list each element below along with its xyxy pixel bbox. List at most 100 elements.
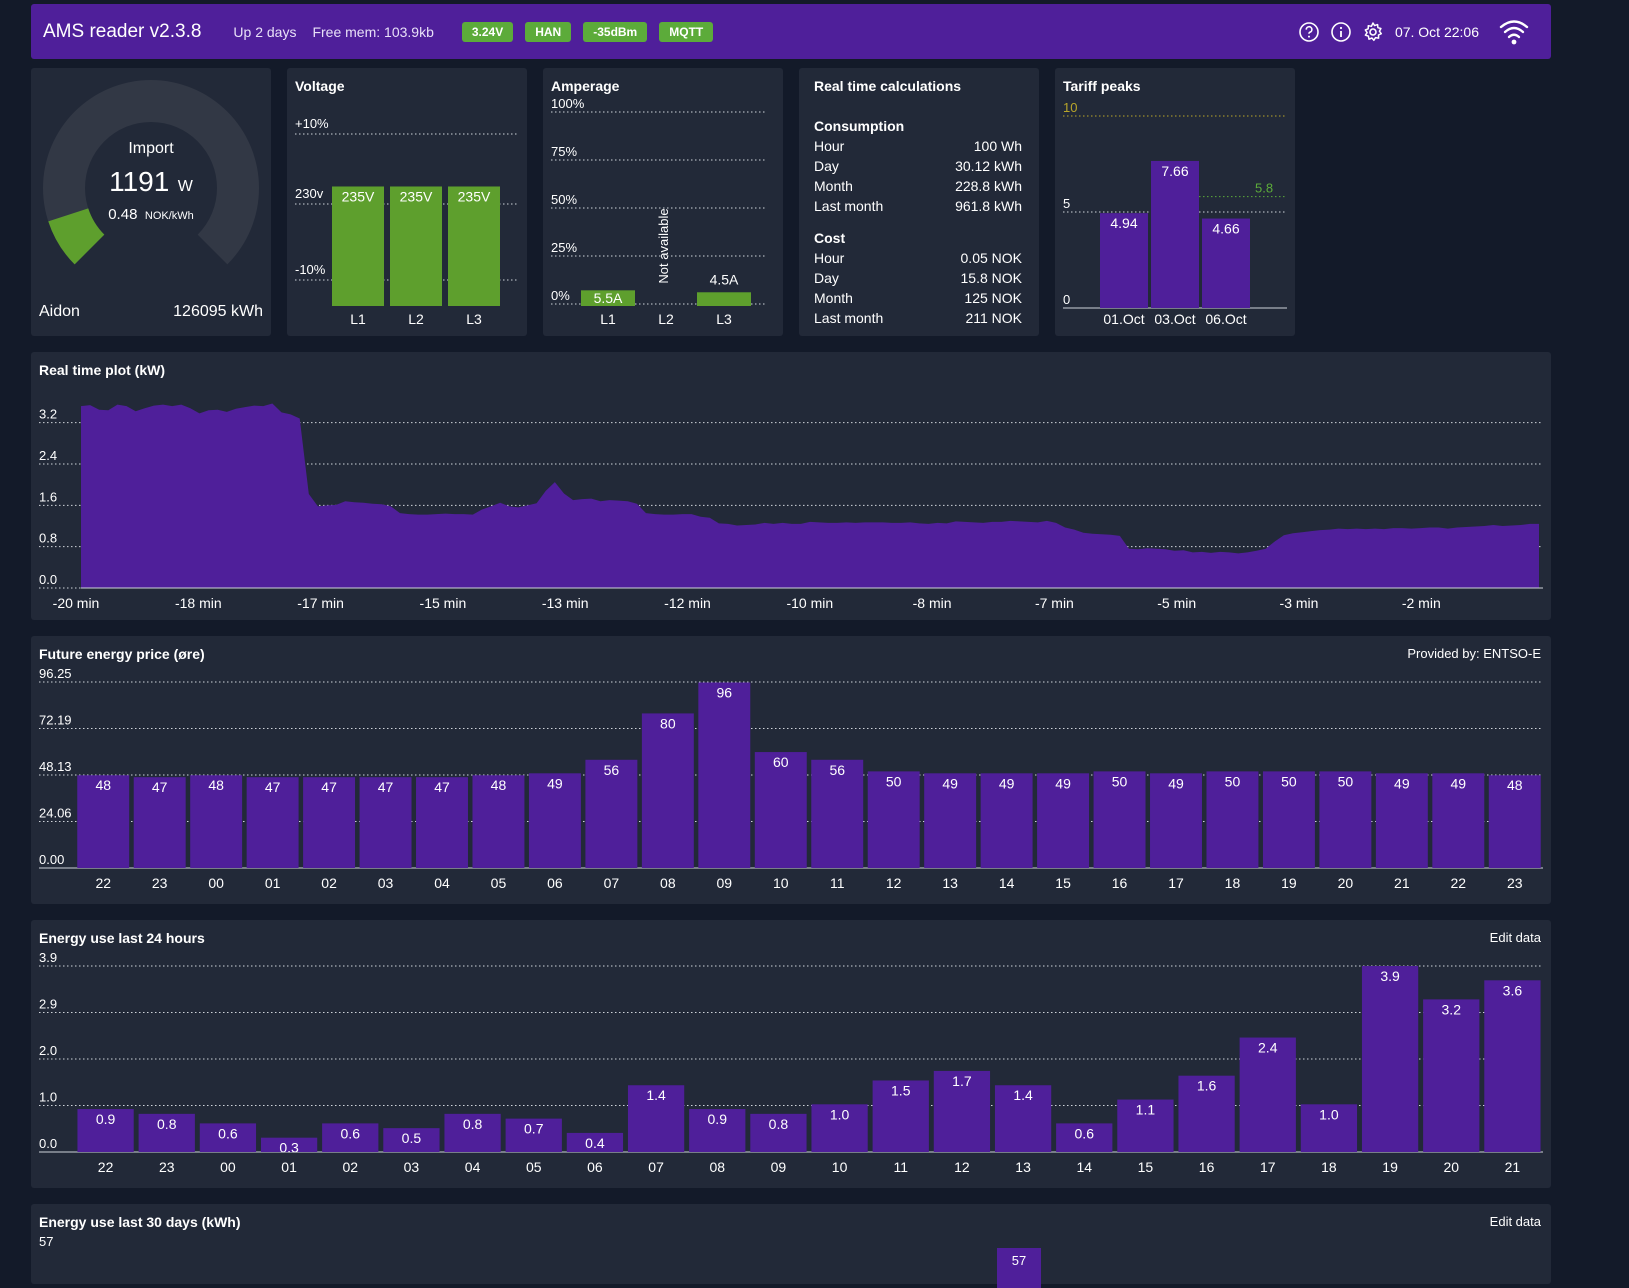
average-label: 5.8: [1255, 181, 1273, 196]
cost-last-month-row: Last month 211 NOK: [814, 310, 1022, 326]
meter-name: Aidon: [39, 303, 80, 320]
x-tick-label: 03.Oct: [1154, 311, 1195, 327]
bar: [1262, 771, 1315, 868]
row-label: Last month: [814, 310, 884, 326]
bar: [390, 186, 442, 306]
bar: [1178, 1075, 1235, 1152]
x-tick-label: 05: [491, 875, 507, 891]
bar: [754, 752, 807, 868]
x-tick-label: 06.Oct: [1205, 311, 1246, 327]
bar: [1093, 771, 1146, 868]
bar-value-label: 0.8: [463, 1116, 483, 1132]
tariff-chart: 10 5 5.8 0 4.94 01.Oct 7.66 03.Oct 4.66 06.Oct: [1063, 100, 1287, 327]
gauge-value: 1191: [109, 166, 170, 197]
bar-value-label: 5.5A: [594, 290, 623, 306]
threshold-label: 10: [1063, 100, 1077, 115]
bar: [77, 1109, 134, 1152]
x-tick-label: 12: [886, 875, 902, 891]
bar-value-label: 57: [1011, 1253, 1027, 1268]
x-tick-label: 17: [1168, 875, 1184, 891]
bar-value-label: 49: [547, 775, 563, 791]
bar-value-label: 50: [1225, 773, 1241, 789]
bar: [585, 759, 638, 868]
x-tick-label: 19: [1382, 1159, 1398, 1175]
row-label: Last month: [814, 198, 884, 214]
edit-data-link[interactable]: Edit data: [1489, 930, 1541, 945]
gear-icon[interactable]: [1361, 20, 1385, 44]
bar-value-label: 0.9: [708, 1111, 728, 1127]
x-tick-label: 16: [1112, 875, 1128, 891]
rssi-badge: -35dBm: [583, 21, 648, 42]
bar-value-label: 3.9: [1380, 968, 1400, 984]
bar: [444, 1113, 501, 1152]
x-tick-label: L1: [350, 311, 366, 327]
bar: [1319, 771, 1372, 868]
gauge-fill: [48, 208, 105, 265]
bar-value-label: 1.5: [891, 1082, 911, 1098]
bar-value-label: 0.3: [279, 1140, 299, 1156]
bar: [472, 775, 525, 868]
x-tick-label: 06: [547, 875, 563, 891]
x-tick-label: -8 min: [913, 595, 952, 611]
bar: [1300, 1104, 1358, 1152]
bar-value-label: 50: [1281, 773, 1297, 789]
info-icon[interactable]: [1329, 20, 1353, 44]
energy-24h-card: Energy use last 24 hours Edit data 3.9 2.…: [31, 920, 1551, 1188]
bar-value-label: 47: [434, 779, 450, 795]
area-series: [81, 403, 1539, 588]
x-tick-label: 22: [1451, 875, 1467, 891]
help-icon[interactable]: [1297, 20, 1321, 44]
x-tick-label: 02: [342, 1159, 358, 1175]
edit-data-link-30d[interactable]: Edit data: [1489, 1214, 1541, 1229]
y-tick-label: 75%: [551, 144, 577, 159]
y-tick-label: 0.0: [39, 1136, 57, 1151]
bar-value-label: 48: [208, 777, 224, 793]
row-label: Day: [814, 158, 839, 174]
bar: [811, 1104, 868, 1152]
x-tick-label: -18 min: [175, 595, 222, 611]
bar-value-label: 49: [1451, 775, 1467, 791]
row-label: Day: [814, 270, 839, 286]
gauge-value-row: 1191 W: [31, 166, 271, 198]
x-tick-label: 05: [526, 1159, 542, 1175]
cost-day-row: Day 15.8 NOK: [814, 270, 1022, 286]
x-tick-label: 18: [1225, 875, 1241, 891]
x-tick-label: 13: [1015, 1159, 1031, 1175]
bar: [581, 290, 635, 306]
x-tick-label: 09: [771, 1159, 787, 1175]
consumption-heading: Consumption: [814, 118, 905, 134]
bar-value-label: 0.6: [341, 1125, 361, 1141]
y-tick-label: 48.13: [39, 759, 72, 774]
bar: [811, 759, 864, 868]
bar-value-label: 1.0: [1319, 1106, 1339, 1122]
x-tick-label: -15 min: [420, 595, 467, 611]
tariff-title: Tariff peaks: [1063, 78, 1141, 94]
bar: [260, 1137, 318, 1152]
x-tick-label: L3: [716, 311, 732, 327]
bar-value-label: 1.1: [1136, 1102, 1156, 1118]
bar: [1432, 773, 1485, 868]
x-tick-label: 21: [1394, 875, 1410, 891]
bar-value-label: 96: [717, 684, 733, 700]
x-tick-label: 04: [434, 875, 450, 891]
free-mem-text: Free mem: 103.9kb: [312, 23, 434, 40]
gauge-track: [43, 80, 259, 265]
x-tick-label: 20: [1338, 875, 1354, 891]
energy-30d-card: Energy use last 30 days (kWh) Edit data …: [31, 1204, 1551, 1288]
row-value: 125 NOK: [964, 290, 1022, 306]
app-title[interactable]: AMS reader v2.3.8: [43, 20, 202, 42]
y-tick-label: -10%: [295, 262, 326, 277]
x-tick-label: 15: [1055, 875, 1071, 891]
x-tick-label: 01: [265, 875, 281, 891]
x-tick-label: 16: [1199, 1159, 1215, 1175]
cost-heading: Cost: [814, 230, 846, 246]
top-navbar: AMS reader v2.3.8 Up 2 days Free mem: 10…: [31, 4, 1551, 59]
y-tick-label: 0.0: [39, 572, 57, 587]
bar: [689, 1109, 746, 1152]
bar-value-label: 3.2: [1442, 1001, 1462, 1017]
y-tick-label: 0.8: [39, 531, 57, 546]
wifi-icon[interactable]: [1497, 15, 1531, 49]
bar: [448, 186, 500, 306]
tariff-peaks-card: Tariff peaks 10 5 5.8 0 4.94 01.Oct 7.66 03.Oct…: [1055, 68, 1295, 336]
gauge-label: Import: [128, 140, 174, 157]
